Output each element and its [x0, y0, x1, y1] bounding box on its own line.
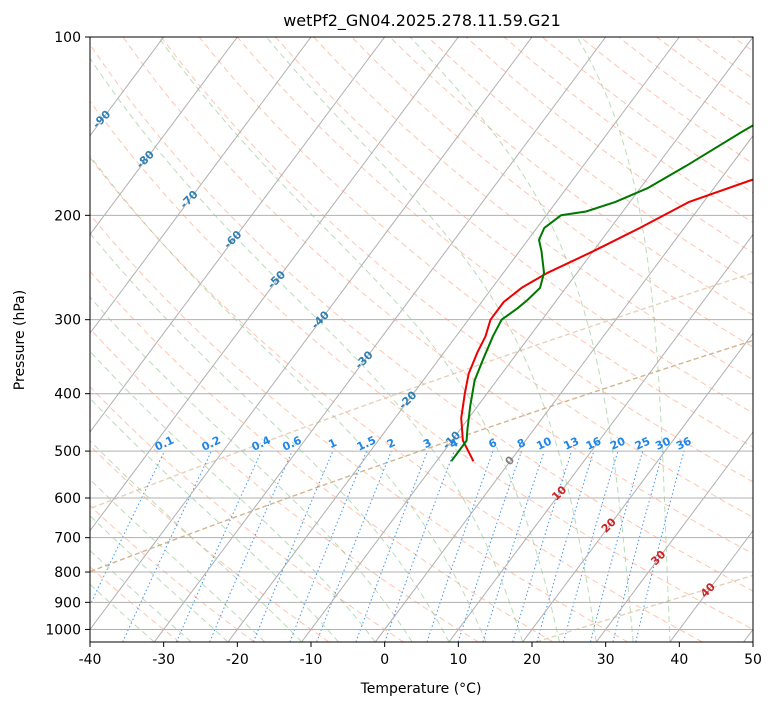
y-tick-label: 100 [54, 30, 81, 46]
x-tick-label: 10 [449, 652, 467, 668]
x-tick-label: 50 [744, 652, 762, 668]
y-tick-label: 200 [54, 208, 81, 224]
y-tick-label: 600 [54, 491, 81, 507]
y-tick-label: 700 [54, 531, 81, 547]
y-tick-label: 800 [54, 565, 81, 581]
y-tick-label: 500 [54, 444, 81, 460]
x-tick-label: 0 [380, 652, 389, 668]
x-tick-label: 40 [670, 652, 688, 668]
y-tick-label: 400 [54, 387, 81, 403]
y-axis-label: Pressure (hPa) [12, 290, 28, 390]
x-axis-label: Temperature (°C) [360, 681, 482, 697]
chart-title: wetPf2_GN04.2025.278.11.59.G21 [283, 11, 561, 31]
x-tick-label: -20 [226, 652, 249, 668]
x-tick-label: -40 [79, 652, 102, 668]
x-tick-label: -10 [300, 652, 323, 668]
y-tick-label: 300 [54, 313, 81, 329]
y-tick-label: 900 [54, 595, 81, 611]
x-tick-label: 30 [597, 652, 615, 668]
x-tick-label: -30 [152, 652, 175, 668]
x-tick-label: 20 [523, 652, 541, 668]
y-tick-label: 1000 [45, 622, 81, 638]
